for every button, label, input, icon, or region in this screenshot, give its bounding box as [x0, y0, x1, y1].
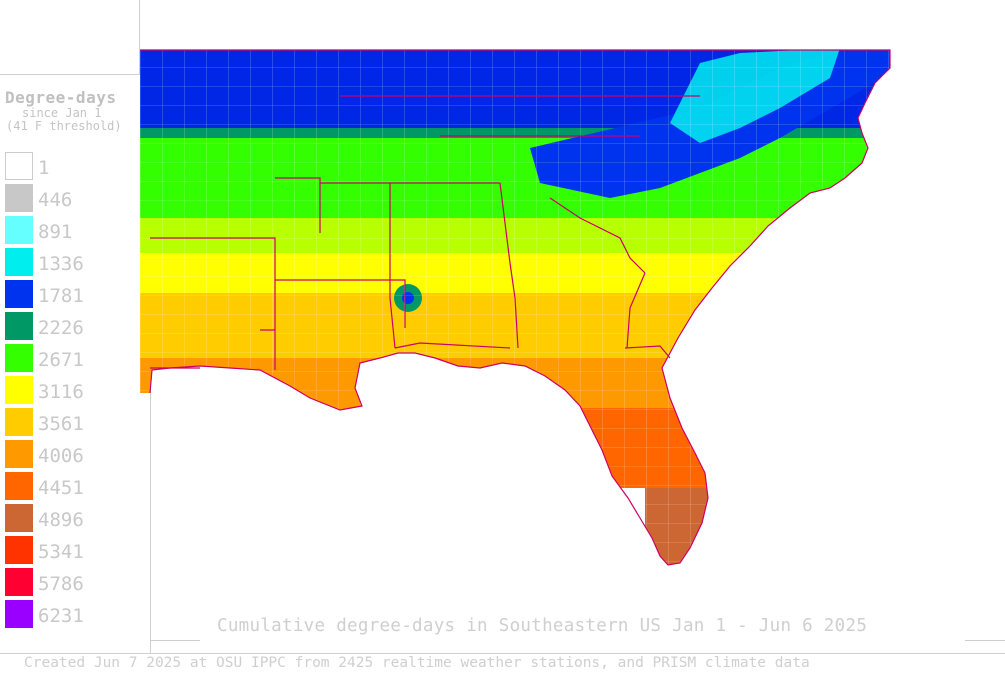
legend-item: 1 — [5, 152, 145, 180]
legend-item: 3116 — [5, 376, 145, 404]
degree-day-map — [140, 48, 900, 598]
legend-swatch — [5, 472, 33, 500]
legend-item: 446 — [5, 184, 145, 212]
legend-item: 1781 — [5, 280, 145, 308]
frame-line-bottom-left — [150, 640, 200, 641]
legend-swatch — [5, 504, 33, 532]
credit-line: Created Jun 7 2025 at OSU IPPC from 2425… — [24, 655, 810, 671]
frame-line-bottom-right — [965, 640, 1005, 641]
legend-item: 5341 — [5, 536, 145, 564]
legend-value: 4006 — [38, 445, 84, 467]
legend-swatch — [5, 408, 33, 436]
legend-item: 2226 — [5, 312, 145, 340]
map-title: Cumulative degree-days in Southeastern U… — [217, 616, 868, 636]
legend-value: 4896 — [38, 509, 84, 531]
frame-line-vertical-top — [139, 0, 140, 74]
legend-swatch — [5, 152, 33, 180]
legend-value: 3116 — [38, 381, 84, 403]
legend-value: 4451 — [38, 477, 84, 499]
legend-item: 4006 — [5, 440, 145, 468]
legend-swatch — [5, 312, 33, 340]
legend-value: 5341 — [38, 541, 84, 563]
legend-item: 4896 — [5, 504, 145, 532]
legend-item: 1336 — [5, 248, 145, 276]
legend-swatch — [5, 216, 33, 244]
land-outline — [140, 49, 891, 566]
legend-item: 3561 — [5, 408, 145, 436]
legend-threshold-note: (41 F threshold) — [6, 119, 122, 133]
legend-value: 1781 — [38, 285, 84, 307]
legend-swatch — [5, 376, 33, 404]
legend-swatch — [5, 600, 33, 628]
legend-value: 5786 — [38, 573, 84, 595]
legend-swatch — [5, 344, 33, 372]
legend-value: 3561 — [38, 413, 84, 435]
frame-line-top-left — [0, 74, 150, 75]
legend-value: 6231 — [38, 605, 84, 627]
legend-swatch — [5, 248, 33, 276]
legend-swatch — [5, 536, 33, 564]
legend-item: 4451 — [5, 472, 145, 500]
legend-title: Degree-days — [5, 88, 117, 107]
legend-value: 1 — [38, 157, 50, 179]
legend-item: 5786 — [5, 568, 145, 596]
legend-item: 6231 — [5, 600, 145, 628]
legend-value: 446 — [38, 189, 73, 211]
frame-line-bottom — [0, 653, 1005, 654]
legend-value: 891 — [38, 221, 73, 243]
legend-value: 2671 — [38, 349, 84, 371]
legend-swatch — [5, 568, 33, 596]
legend-item: 891 — [5, 216, 145, 244]
legend-value: 1336 — [38, 253, 84, 275]
legend-swatch — [5, 440, 33, 468]
legend-swatch — [5, 184, 33, 212]
map-svg — [140, 49, 891, 566]
legend-item: 2671 — [5, 344, 145, 372]
map-color-fill — [140, 50, 890, 565]
legend-subtitle: since Jan 1 — [22, 106, 102, 120]
legend-swatch — [5, 280, 33, 308]
legend-value: 2226 — [38, 317, 84, 339]
